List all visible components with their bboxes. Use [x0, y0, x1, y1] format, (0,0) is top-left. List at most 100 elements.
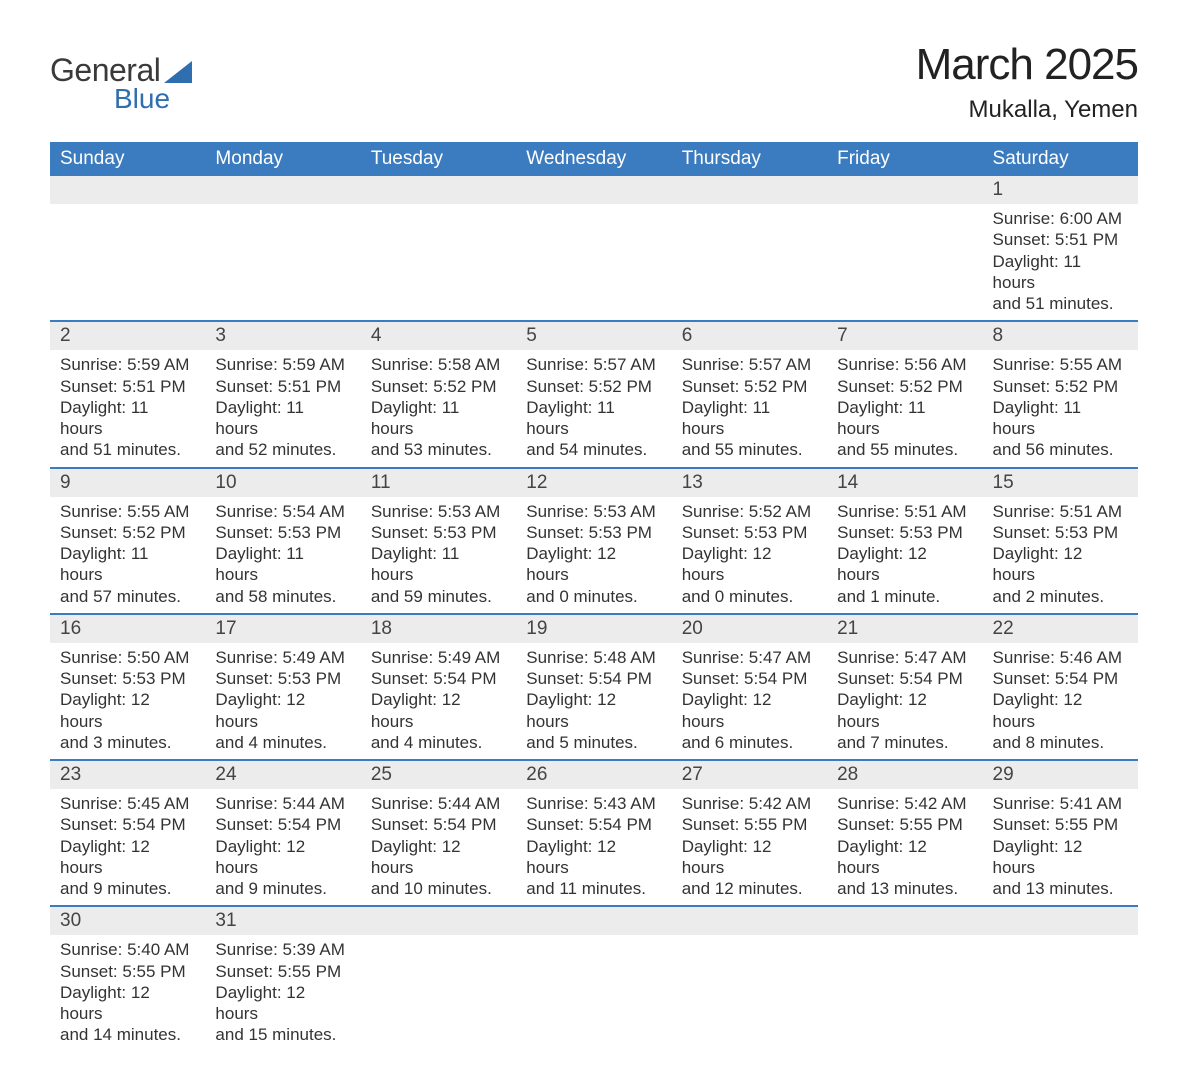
daylight-text: and 4 minutes.	[371, 732, 506, 753]
date-number-cell: 21	[827, 614, 982, 643]
sunset-text: Sunset: 5:52 PM	[60, 522, 195, 543]
weekday-header: Wednesday	[516, 142, 671, 176]
daylight-text: Daylight: 12 hours	[837, 836, 972, 879]
sunrise-text: Sunrise: 5:51 AM	[993, 501, 1128, 522]
daylight-text: Daylight: 12 hours	[215, 689, 350, 732]
daylight-text: and 8 minutes.	[993, 732, 1128, 753]
weekday-header: Monday	[205, 142, 360, 176]
date-number-cell	[361, 176, 516, 204]
date-number-cell	[361, 906, 516, 935]
date-detail-cell: Sunrise: 5:44 AMSunset: 5:54 PMDaylight:…	[361, 789, 516, 906]
sunrise-text: Sunrise: 5:55 AM	[60, 501, 195, 522]
date-number-cell: 13	[672, 468, 827, 497]
date-detail-cell	[50, 204, 205, 321]
date-number-cell: 6	[672, 321, 827, 350]
date-number-cell: 30	[50, 906, 205, 935]
sunset-text: Sunset: 5:54 PM	[60, 814, 195, 835]
sunrise-text: Sunrise: 5:46 AM	[993, 647, 1128, 668]
sunrise-text: Sunrise: 5:52 AM	[682, 501, 817, 522]
date-number-cell	[672, 906, 827, 935]
date-detail-cell: Sunrise: 5:58 AMSunset: 5:52 PMDaylight:…	[361, 350, 516, 467]
daylight-text: and 4 minutes.	[215, 732, 350, 753]
date-detail-row: Sunrise: 5:50 AMSunset: 5:53 PMDaylight:…	[50, 643, 1138, 760]
sunset-text: Sunset: 5:53 PM	[215, 668, 350, 689]
daylight-text: Daylight: 12 hours	[60, 982, 195, 1025]
sunset-text: Sunset: 5:52 PM	[682, 376, 817, 397]
date-detail-cell: Sunrise: 5:40 AMSunset: 5:55 PMDaylight:…	[50, 935, 205, 1051]
daylight-text: Daylight: 11 hours	[993, 397, 1128, 440]
weekday-header: Tuesday	[361, 142, 516, 176]
sunset-text: Sunset: 5:54 PM	[526, 814, 661, 835]
date-detail-cell: Sunrise: 5:57 AMSunset: 5:52 PMDaylight:…	[672, 350, 827, 467]
date-detail-cell: Sunrise: 5:42 AMSunset: 5:55 PMDaylight:…	[827, 789, 982, 906]
sunrise-text: Sunrise: 5:59 AM	[60, 354, 195, 375]
sunset-text: Sunset: 5:54 PM	[993, 668, 1128, 689]
daylight-text: and 11 minutes.	[526, 878, 661, 899]
triangle-icon	[164, 61, 192, 83]
daylight-text: Daylight: 12 hours	[371, 836, 506, 879]
daylight-text: Daylight: 11 hours	[837, 397, 972, 440]
date-detail-cell: Sunrise: 5:43 AMSunset: 5:54 PMDaylight:…	[516, 789, 671, 906]
sunrise-text: Sunrise: 5:55 AM	[993, 354, 1128, 375]
date-number-cell: 27	[672, 760, 827, 789]
daylight-text: and 1 minute.	[837, 586, 972, 607]
sunrise-text: Sunrise: 5:50 AM	[60, 647, 195, 668]
date-detail-cell	[516, 204, 671, 321]
sunset-text: Sunset: 5:53 PM	[60, 668, 195, 689]
sunrise-text: Sunrise: 5:44 AM	[215, 793, 350, 814]
date-number-cell: 5	[516, 321, 671, 350]
date-detail-cell: Sunrise: 5:59 AMSunset: 5:51 PMDaylight:…	[50, 350, 205, 467]
date-number-row: 2345678	[50, 321, 1138, 350]
daylight-text: Daylight: 11 hours	[371, 397, 506, 440]
sunset-text: Sunset: 5:54 PM	[682, 668, 817, 689]
daylight-text: and 13 minutes.	[993, 878, 1128, 899]
sunrise-text: Sunrise: 5:39 AM	[215, 939, 350, 960]
daylight-text: Daylight: 12 hours	[526, 543, 661, 586]
date-number-cell	[983, 906, 1138, 935]
sunset-text: Sunset: 5:54 PM	[371, 814, 506, 835]
daylight-text: Daylight: 11 hours	[371, 543, 506, 586]
date-detail-cell	[672, 935, 827, 1051]
date-detail-cell: Sunrise: 5:41 AMSunset: 5:55 PMDaylight:…	[983, 789, 1138, 906]
sunset-text: Sunset: 5:55 PM	[682, 814, 817, 835]
daylight-text: and 51 minutes.	[60, 439, 195, 460]
date-number-cell: 19	[516, 614, 671, 643]
daylight-text: and 3 minutes.	[60, 732, 195, 753]
daylight-text: and 5 minutes.	[526, 732, 661, 753]
daylight-text: Daylight: 11 hours	[682, 397, 817, 440]
date-number-cell: 23	[50, 760, 205, 789]
date-detail-row: Sunrise: 5:55 AMSunset: 5:52 PM Daylight:…	[50, 497, 1138, 614]
sunrise-text: Sunrise: 5:53 AM	[371, 501, 506, 522]
brand-word-2: Blue	[114, 83, 192, 115]
sunrise-text: Sunrise: 5:49 AM	[215, 647, 350, 668]
sunrise-text: Sunrise: 6:00 AM	[993, 208, 1128, 229]
date-number-cell: 25	[361, 760, 516, 789]
brand-logo: General Blue	[50, 52, 192, 115]
sunset-text: Sunset: 5:52 PM	[837, 376, 972, 397]
date-number-cell: 1	[983, 176, 1138, 204]
calendar-table: Sunday Monday Tuesday Wednesday Thursday…	[50, 142, 1138, 1052]
date-number-cell	[205, 176, 360, 204]
daylight-text: and 12 minutes.	[682, 878, 817, 899]
date-number-cell	[827, 906, 982, 935]
sunset-text: Sunset: 5:52 PM	[526, 376, 661, 397]
sunset-text: Sunset: 5:54 PM	[215, 814, 350, 835]
date-number-cell: 29	[983, 760, 1138, 789]
daylight-text: Daylight: 12 hours	[215, 836, 350, 879]
daylight-text: Daylight: 11 hours	[215, 543, 350, 586]
date-number-cell: 24	[205, 760, 360, 789]
sunset-text: Sunset: 5:53 PM	[526, 522, 661, 543]
sunset-text: Sunset: 5:53 PM	[682, 522, 817, 543]
date-detail-cell: Sunrise: 5:59 AMSunset: 5:51 PMDaylight:…	[205, 350, 360, 467]
weekday-header: Sunday	[50, 142, 205, 176]
date-detail-cell	[672, 204, 827, 321]
date-detail-cell: Sunrise: 5:53 AMSunset: 5:53 PMDaylight:…	[361, 497, 516, 614]
date-number-row: 9101112131415	[50, 468, 1138, 497]
date-detail-cell: Sunrise: 6:00 AMSunset: 5:51 PMDaylight:…	[983, 204, 1138, 321]
date-detail-cell: Sunrise: 5:51 AMSunset: 5:53 PMDaylight:…	[983, 497, 1138, 614]
sunset-text: Sunset: 5:55 PM	[60, 961, 195, 982]
sunset-text: Sunset: 5:53 PM	[215, 522, 350, 543]
daylight-text: and 13 minutes.	[837, 878, 972, 899]
sunset-text: Sunset: 5:54 PM	[526, 668, 661, 689]
sunrise-text: Sunrise: 5:43 AM	[526, 793, 661, 814]
